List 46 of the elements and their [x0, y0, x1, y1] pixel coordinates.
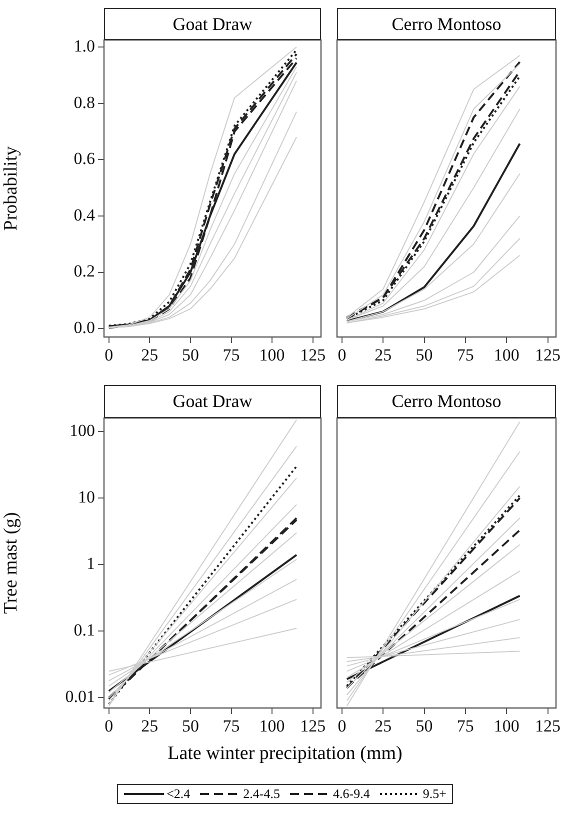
x-tick-label: 50 — [182, 716, 199, 736]
x-tick-label: 125 — [300, 346, 326, 365]
legend-label: 2.4-4.5 — [243, 786, 280, 802]
x-tick-label: 125 — [535, 716, 561, 736]
chart-title: Goat Draw — [104, 385, 321, 418]
legend-label: <2.4 — [166, 786, 190, 802]
x-tick-label: 50 — [416, 346, 433, 365]
x-tick-label: 25 — [374, 346, 392, 365]
x-tick-label: 75 — [456, 346, 474, 365]
y-axis-title: Probability — [0, 146, 22, 231]
legend-label: 4.6-9.4 — [333, 786, 370, 802]
x-tick-label: 75 — [222, 346, 240, 365]
y-tick-label: 0.4 — [74, 205, 96, 224]
x-tick-label: 25 — [141, 716, 158, 736]
y-tick-label: 0.01 — [65, 687, 95, 706]
y-tick-label: 10 — [78, 488, 95, 507]
x-tick-label: 25 — [374, 716, 392, 736]
x-tick-label: 75 — [222, 716, 240, 736]
x-tick-label: 125 — [300, 716, 326, 736]
chart-title: Cerro Montoso — [337, 8, 556, 40]
x-tick-label: 100 — [259, 716, 285, 736]
chart-title: Cerro Montoso — [337, 385, 556, 418]
x-tick-label: 75 — [456, 716, 474, 736]
y-axis-title: Tree mast (g) — [0, 512, 22, 614]
x-tick-label: 0 — [104, 346, 114, 365]
x-tick-label: 0 — [338, 346, 346, 365]
x-tick-label: 0 — [104, 716, 114, 736]
y-tick-label: 0.8 — [74, 92, 95, 112]
x-axis-title: Late winter precipitation (mm) — [166, 743, 404, 765]
x-tick-label: 125 — [535, 346, 561, 365]
legend-label: 9.5+ — [422, 786, 446, 802]
x-tick-label: 50 — [182, 346, 199, 365]
y-tick-label: 0.1 — [74, 620, 95, 640]
x-tick-label: 100 — [494, 346, 520, 365]
y-tick-label: 1.0 — [74, 36, 95, 56]
chart-title: Goat Draw — [104, 8, 321, 40]
y-tick-label: 0.6 — [74, 149, 95, 168]
x-tick-label: 0 — [338, 716, 346, 736]
x-tick-label: 100 — [494, 716, 520, 736]
x-tick-label: 50 — [416, 716, 433, 736]
y-tick-label: 1 — [86, 554, 95, 574]
x-tick-label: 100 — [259, 346, 285, 365]
y-tick-label: 100 — [70, 421, 95, 440]
x-tick-label: 25 — [141, 346, 158, 365]
y-tick-label: 0.0 — [74, 318, 95, 338]
y-tick-label: 0.2 — [74, 262, 95, 281]
